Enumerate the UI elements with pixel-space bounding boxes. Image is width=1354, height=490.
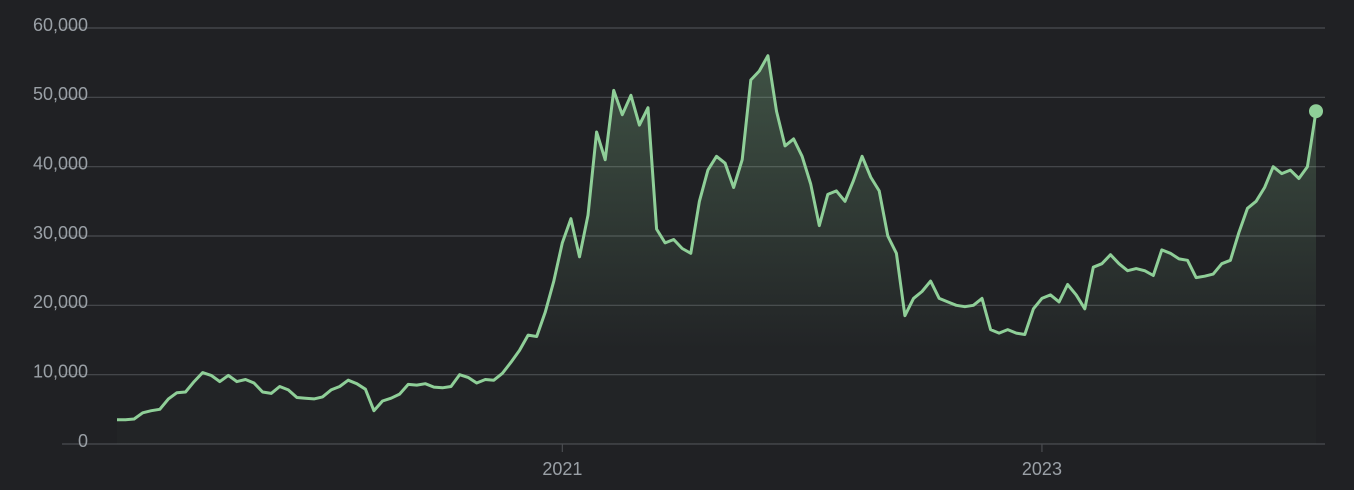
x-tick-label: 2023 bbox=[1022, 459, 1062, 479]
line bbox=[117, 54, 1318, 422]
y-tick-label: 50,000 bbox=[33, 84, 88, 104]
y-tick-label: 20,000 bbox=[33, 292, 88, 312]
y-tick-label: 0 bbox=[78, 431, 88, 451]
x-tick-label: 2021 bbox=[542, 459, 582, 479]
area bbox=[117, 55, 1316, 444]
y-tick-label: 40,000 bbox=[33, 153, 88, 173]
y-tick-label: 60,000 bbox=[33, 15, 88, 35]
end-point bbox=[1309, 104, 1323, 119]
y-tick-label: 30,000 bbox=[33, 223, 88, 243]
y-tick-label: 10,000 bbox=[33, 361, 88, 381]
